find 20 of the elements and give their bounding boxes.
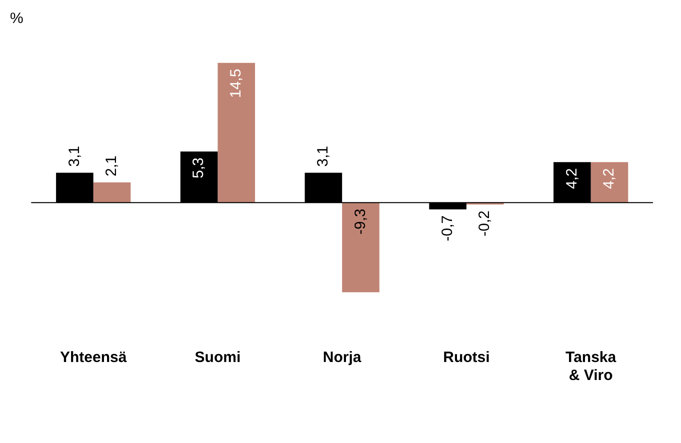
data-label: -0,2 <box>476 210 494 236</box>
data-label: -0,7 <box>438 215 456 242</box>
bar <box>93 182 131 203</box>
bar <box>342 202 380 292</box>
data-label: 14,5 <box>228 68 245 98</box>
y-axis-title: % <box>10 10 24 27</box>
x-tick-label: Suomi <box>194 349 241 366</box>
data-label: 2,1 <box>103 155 120 176</box>
data-label: 4,2 <box>600 168 618 189</box>
x-tick-label: Ruotsi <box>443 349 490 366</box>
x-tick-label: Yhteensä <box>60 349 128 366</box>
x-tick-label: Norja <box>322 349 362 366</box>
data-label: 4,2 <box>563 168 580 189</box>
bar <box>590 162 628 203</box>
x-tick-label: Tanska & Viro <box>566 349 617 384</box>
data-label: 5,3 <box>190 158 208 178</box>
data-label: 3,1 <box>66 146 83 167</box>
data-label: 3,1 <box>314 146 332 167</box>
bar <box>218 62 256 203</box>
data-label: -9,3 <box>352 208 369 234</box>
